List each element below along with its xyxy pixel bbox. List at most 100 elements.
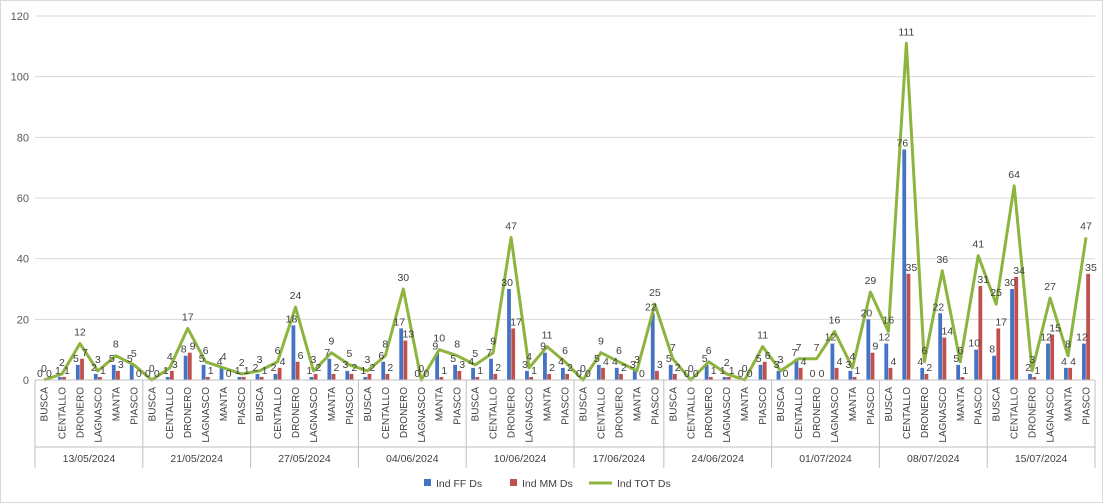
bar-ind-mm [1050, 334, 1055, 380]
bar-ind-ff [327, 358, 332, 380]
data-label-ind-tot: 16 [883, 314, 895, 326]
data-label-ind-mm: 9 [190, 341, 196, 353]
data-label-ind-mm: 6 [298, 350, 304, 362]
data-label-ind-mm: 2 [387, 362, 393, 374]
x-group-label: 21/05/2024 [170, 453, 223, 465]
data-label-ind-ff: 76 [897, 137, 909, 149]
x-category-label: LAGNASCO [722, 387, 733, 443]
bar-ind-ff [273, 373, 278, 380]
data-label-ind-tot: 4 [221, 351, 227, 363]
bar-ind-mm [619, 373, 623, 380]
bar-ind-mm [798, 367, 803, 380]
x-group-label: 10/06/2024 [494, 453, 547, 465]
x-category-label: LAGNASCO [1046, 387, 1057, 443]
data-label-ind-mm: 2 [675, 362, 681, 374]
x-category-label: CENTALLO [273, 387, 284, 439]
data-label-ind-ff: 0 [414, 368, 420, 380]
x-category-label: DRONERO [614, 387, 625, 438]
data-label-ind-mm: 0 [423, 368, 429, 380]
x-category-label: DRONERO [75, 387, 86, 438]
x-group-label: 08/07/2024 [907, 453, 960, 465]
data-label-ind-mm: 0 [783, 368, 789, 380]
bar-ind-ff [830, 343, 835, 380]
data-label-ind-tot: 12 [74, 327, 86, 339]
data-label-ind-tot: 3 [311, 354, 317, 366]
bar-ind-mm [403, 340, 408, 380]
data-label-ind-ff: 4 [1061, 356, 1067, 368]
x-category-label: BUSCA [471, 387, 482, 422]
x-category-label: CENTALLO [165, 387, 176, 439]
data-label-ind-tot: 3 [1029, 354, 1035, 366]
y-tick-label: 120 [11, 11, 29, 23]
x-group-label: 04/06/2024 [386, 453, 439, 465]
bar-ind-mm [1086, 273, 1091, 380]
data-label-ind-mm: 31 [977, 274, 989, 286]
x-category-label: DRONERO [507, 387, 518, 438]
x-group-label: 24/06/2024 [691, 453, 744, 465]
bar-ind-mm [511, 328, 516, 380]
x-category-label: MANTA [543, 387, 554, 422]
x-category-label: MANTA [848, 387, 859, 422]
data-label-ind-tot: 3 [778, 354, 784, 366]
bar-ind-ff [93, 373, 98, 380]
data-label-ind-mm: 1 [441, 365, 447, 377]
data-label-ind-ff: 4 [468, 356, 474, 368]
bar-ind-mm [978, 285, 983, 380]
x-category-label: LAGNASCO [309, 387, 320, 443]
data-label-ind-tot: 8 [113, 339, 119, 351]
data-label-ind-ff: 22 [932, 301, 944, 313]
y-tick-label: 0 [23, 375, 29, 387]
bar-ind-ff [363, 376, 368, 380]
x-category-label: BUSCA [255, 387, 266, 422]
x-category-label: PIASCO [866, 387, 877, 425]
bar-ind-mm [475, 376, 480, 380]
x-category-label: DRONERO [399, 387, 410, 438]
data-label-ind-mm: 13 [402, 329, 414, 341]
bar-ind-mm [672, 373, 677, 380]
data-label-ind-ff: 3 [846, 359, 852, 371]
data-label-ind-tot: 5 [131, 348, 137, 360]
bar-ind-ff [201, 364, 206, 380]
data-label-ind-mm: 0 [693, 368, 699, 380]
bar-ind-mm [852, 376, 857, 380]
data-label-ind-tot: 2 [239, 357, 245, 369]
bar-ind-ff [614, 367, 619, 380]
data-label-ind-tot: 9 [598, 336, 604, 348]
x-group-label: 17/06/2024 [593, 453, 646, 465]
data-label-ind-ff: 12 [1076, 332, 1088, 344]
data-label-ind-mm: 35 [1085, 262, 1097, 274]
x-category-label: BUSCA [776, 387, 787, 422]
data-label-ind-ff: 7 [792, 347, 798, 359]
x-category-label: BUSCA [147, 387, 158, 422]
data-label-ind-tot: 16 [829, 314, 841, 326]
bar-ind-ff [902, 149, 907, 380]
data-label-ind-tot: 6 [957, 345, 963, 357]
x-category-label: LAGNASCO [830, 387, 841, 443]
data-label-ind-tot: 41 [972, 239, 984, 251]
bar-ind-mm [888, 367, 893, 380]
bar-ind-mm [439, 376, 444, 380]
bar-ind-mm [80, 358, 84, 380]
data-label-ind-mm: 2 [495, 362, 501, 374]
bar-ind-mm [493, 373, 498, 380]
data-label-ind-tot: 8 [1065, 339, 1071, 351]
data-label-ind-mm: 4 [801, 356, 807, 368]
data-label-ind-ff: 9 [432, 341, 438, 353]
data-label-ind-ff: 7 [325, 347, 331, 359]
bar-ind-mm [924, 373, 929, 380]
data-label-ind-ff: 8 [989, 344, 995, 356]
data-label-ind-ff: 3 [774, 359, 780, 371]
bar-ind-ff [399, 328, 404, 380]
x-category-label: MANTA [435, 387, 446, 422]
data-label-ind-tot: 11 [757, 330, 768, 342]
data-label-ind-tot: 27 [1044, 281, 1056, 293]
bar-ind-mm [205, 376, 210, 380]
x-category-label: DRONERO [1028, 387, 1039, 438]
data-label-ind-ff: 1 [235, 365, 241, 377]
data-label-ind-mm: 1 [1034, 365, 1040, 377]
bar-ind-mm [547, 373, 552, 380]
bar-ind-mm [367, 373, 372, 380]
bar-ind-mm [655, 370, 659, 380]
x-category-label: MANTA [740, 387, 751, 422]
data-label-ind-ff: 2 [253, 362, 259, 374]
